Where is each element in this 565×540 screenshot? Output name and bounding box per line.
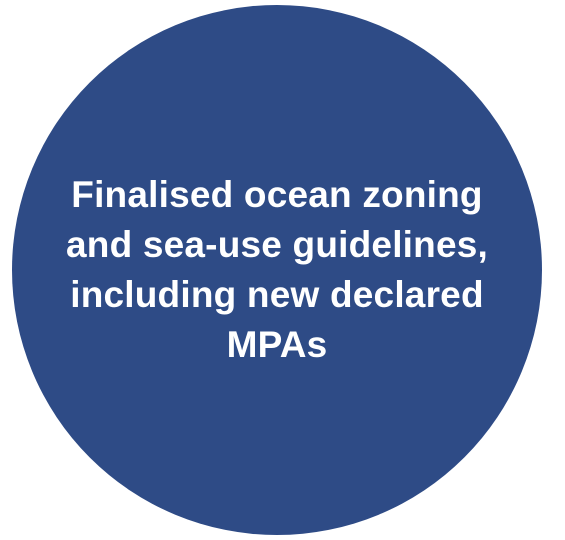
milestone-circle: Finalised ocean zoning and sea-use guide… [12, 5, 542, 535]
milestone-line-4: MPAs [226, 324, 328, 365]
milestone-line-1: Finalised ocean zoning [71, 174, 483, 215]
milestone-line-3: including new declared [70, 274, 484, 315]
milestone-text: Finalised ocean zoning and sea-use guide… [42, 170, 512, 370]
milestone-line-2: and sea-use guidelines, [65, 224, 488, 265]
